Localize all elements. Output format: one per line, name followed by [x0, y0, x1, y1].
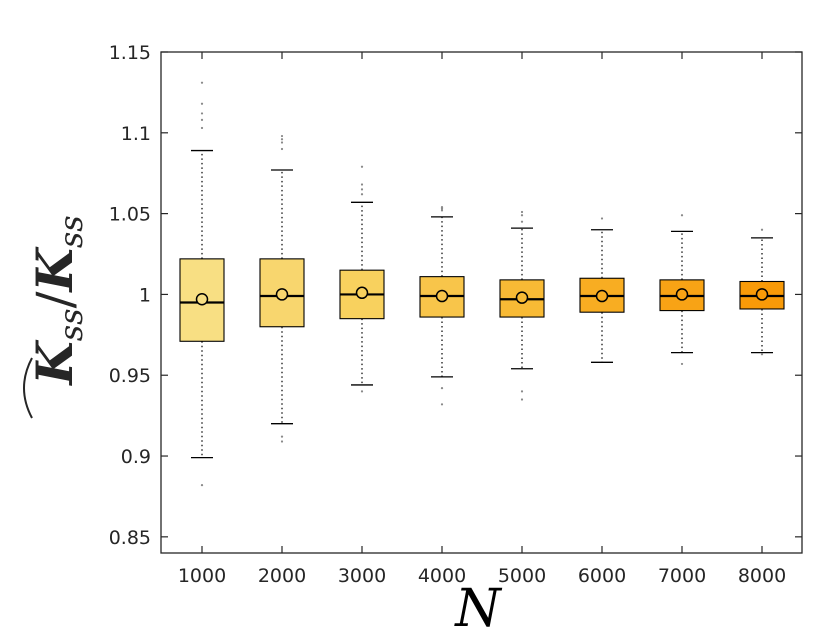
x-tick-label: 3000 [338, 565, 386, 587]
outlier-point [360, 165, 364, 168]
y-axis-title-separator: / [26, 291, 84, 308]
outlier-point [280, 435, 284, 438]
outlier-point [440, 206, 444, 209]
outlier-point [280, 138, 284, 141]
outlier-point [520, 210, 524, 214]
mean-marker [515, 291, 529, 304]
axes-frame [160, 51, 803, 554]
y-axis: 0.85 0.9 0.95 1 1.05 1.1 1.15 [109, 42, 802, 549]
mean-marker [195, 293, 209, 306]
outlier-point [520, 220, 524, 223]
outlier-point [440, 209, 444, 212]
y-tick-label: 1.05 [109, 204, 151, 226]
y-axis-title-hat [23, 357, 33, 419]
outlier-point [520, 398, 524, 401]
outlier-point [200, 81, 204, 84]
outlier-point [200, 118, 204, 121]
outlier-point [680, 362, 684, 366]
mean-marker [435, 289, 449, 303]
y-axis-title-numerator: K [25, 339, 84, 387]
outlier-point [360, 188, 364, 191]
x-tick-label: 4000 [418, 565, 466, 587]
outlier-point [440, 387, 444, 390]
outlier-point [520, 390, 524, 393]
outlier-point [360, 390, 364, 393]
box-6000 [579, 217, 625, 363]
outlier-point [280, 440, 284, 443]
outlier-point [760, 353, 764, 356]
y-axis-title-subscript-2: ss [52, 215, 90, 248]
outlier-point [280, 141, 284, 144]
plot-area: 0.85 0.9 0.95 1 1.05 1.1 1.15 1000 2000 3000 4000… [109, 42, 803, 587]
outlier-point [200, 126, 204, 130]
y-tick-label: 1.1 [121, 123, 151, 145]
x-tick-label: 5000 [498, 565, 546, 587]
outlier-point [280, 134, 284, 138]
outlier-point [440, 403, 444, 406]
x-axis-title: N [453, 579, 502, 633]
mean-marker [755, 288, 769, 301]
y-axis-title-text: Kss/Kss [25, 215, 90, 386]
y-tick-label: 1.15 [109, 42, 151, 64]
y-axis-title-subscript-1: ss [52, 308, 90, 341]
y-tick-label: 0.85 [109, 527, 151, 549]
box-5000 [499, 210, 545, 401]
outlier-point [680, 214, 684, 217]
y-tick-label: 0.9 [121, 446, 151, 468]
box-3000 [339, 165, 385, 393]
x-axis: 1000 2000 3000 4000 5000 6000 7000 8000 [178, 52, 786, 587]
outlier-point [360, 193, 364, 196]
x-tick-label: 2000 [258, 565, 306, 587]
box-4000 [419, 206, 465, 406]
box-1000 [179, 81, 225, 487]
outlier-point [200, 484, 204, 487]
mean-marker [275, 288, 289, 301]
outlier-point [280, 147, 284, 151]
mean-marker [355, 286, 369, 300]
mean-marker [675, 288, 689, 301]
y-axis-title: Kss/Kss [23, 215, 90, 419]
y-tick-label: 1 [139, 284, 151, 306]
y-axis-title-denominator: K [25, 246, 84, 294]
x-tick-label: 7000 [658, 565, 706, 587]
outlier-point [360, 183, 364, 186]
mean-marker [595, 289, 609, 303]
box-iqr [259, 258, 305, 328]
outlier-point [440, 207, 444, 210]
x-tick-label: 8000 [738, 565, 786, 587]
outlier-point [520, 214, 524, 217]
y-tick-label: 0.95 [109, 365, 151, 387]
box-2000 [259, 134, 305, 443]
outlier-point [200, 112, 204, 115]
outlier-point [760, 228, 764, 231]
box-series [179, 81, 785, 487]
box-8000 [739, 228, 785, 356]
x-tick-label: 1000 [178, 565, 226, 587]
outlier-point [600, 217, 604, 220]
box-7000 [659, 214, 705, 366]
x-tick-label: 6000 [578, 565, 626, 587]
outlier-point [200, 102, 204, 105]
